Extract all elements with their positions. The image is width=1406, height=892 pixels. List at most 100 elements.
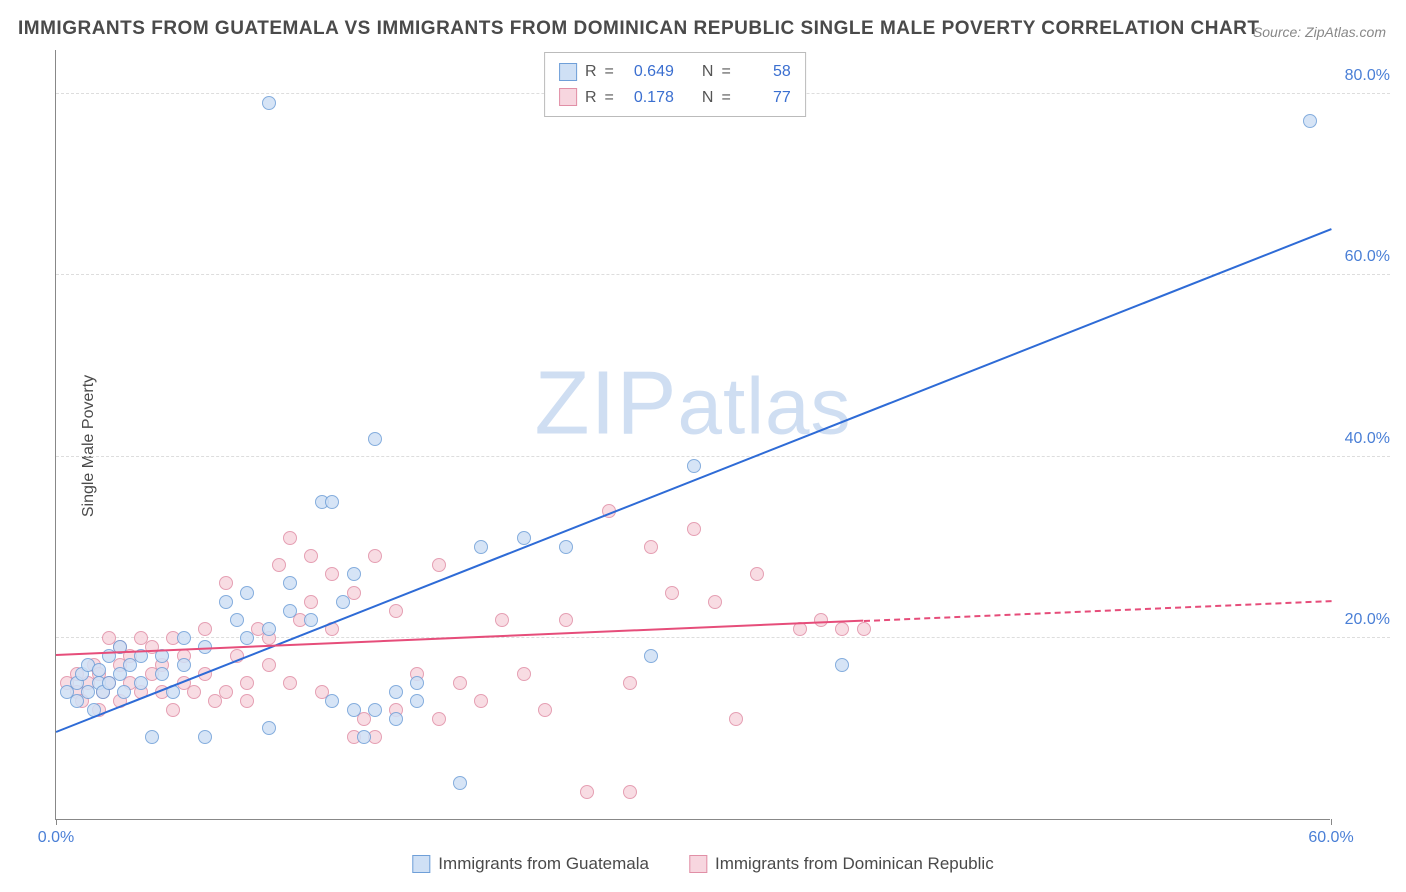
scatter-point [187, 685, 201, 699]
scatter-point [240, 694, 254, 708]
watermark-zip: ZIP [535, 353, 678, 453]
scatter-point [283, 604, 297, 618]
scatter-point [304, 595, 318, 609]
scatter-point [325, 567, 339, 581]
scatter-point [1303, 114, 1317, 128]
gridline [56, 274, 1390, 275]
scatter-point [219, 595, 233, 609]
scatter-point [155, 667, 169, 681]
scatter-point [410, 676, 424, 690]
legend-top-row: R=0.649N=58 [559, 59, 791, 85]
scatter-point [517, 531, 531, 545]
scatter-point [835, 622, 849, 636]
scatter-point [644, 540, 658, 554]
legend-swatch [559, 88, 577, 106]
watermark-atlas: atlas [678, 361, 852, 450]
scatter-point [336, 595, 350, 609]
legend-r-value: 0.178 [622, 85, 674, 111]
x-tick-mark [1331, 819, 1332, 825]
scatter-point [389, 604, 403, 618]
legend-n-label: N [702, 59, 714, 85]
scatter-point [219, 576, 233, 590]
scatter-point [134, 676, 148, 690]
scatter-point [230, 613, 244, 627]
scatter-point [117, 685, 131, 699]
legend-swatch [559, 63, 577, 81]
scatter-point [177, 631, 191, 645]
scatter-point [347, 703, 361, 717]
scatter-point [240, 631, 254, 645]
scatter-point [538, 703, 552, 717]
scatter-point [272, 558, 286, 572]
scatter-point [368, 703, 382, 717]
scatter-point [474, 540, 488, 554]
scatter-point [474, 694, 488, 708]
legend-swatch [412, 855, 430, 873]
source-name: ZipAtlas.com [1305, 24, 1386, 40]
scatter-point [729, 712, 743, 726]
y-tick-label: 20.0% [1345, 611, 1390, 629]
scatter-point [240, 586, 254, 600]
gridline [56, 456, 1390, 457]
scatter-point [410, 694, 424, 708]
trendline [56, 228, 1332, 733]
legend-r-value: 0.649 [622, 59, 674, 85]
y-tick-label: 80.0% [1345, 67, 1390, 85]
scatter-point [389, 685, 403, 699]
scatter-point [198, 730, 212, 744]
equals-sign: = [721, 85, 730, 111]
scatter-point [644, 649, 658, 663]
y-tick-label: 60.0% [1345, 248, 1390, 266]
scatter-point [665, 586, 679, 600]
scatter-point [623, 785, 637, 799]
scatter-point [240, 676, 254, 690]
scatter-point [283, 576, 297, 590]
legend-bottom-label: Immigrants from Guatemala [438, 854, 649, 874]
scatter-point [357, 730, 371, 744]
scatter-point [389, 712, 403, 726]
source-prefix: Source: [1253, 24, 1301, 40]
equals-sign: = [605, 85, 614, 111]
scatter-point [283, 676, 297, 690]
scatter-point [262, 658, 276, 672]
scatter-point [304, 613, 318, 627]
scatter-point [325, 495, 339, 509]
scatter-point [432, 712, 446, 726]
scatter-point [687, 459, 701, 473]
scatter-point [304, 549, 318, 563]
scatter-point [708, 595, 722, 609]
legend-r-label: R [585, 59, 597, 85]
trendline-dashed [863, 600, 1331, 622]
scatter-point [432, 558, 446, 572]
scatter-point [453, 776, 467, 790]
legend-r-label: R [585, 85, 597, 111]
x-tick-mark [56, 819, 57, 825]
scatter-point [198, 622, 212, 636]
gridline [56, 637, 1390, 638]
scatter-point [92, 663, 106, 677]
scatter-point [262, 96, 276, 110]
scatter-point [495, 613, 509, 627]
scatter-point [219, 685, 233, 699]
legend-bottom-item: Immigrants from Guatemala [412, 854, 649, 874]
y-tick-label: 40.0% [1345, 430, 1390, 448]
legend-bottom-item: Immigrants from Dominican Republic [689, 854, 994, 874]
scatter-point [368, 432, 382, 446]
legend-top-row: R=0.178N=77 [559, 85, 791, 111]
legend-swatch [689, 855, 707, 873]
scatter-point [814, 613, 828, 627]
scatter-point [559, 613, 573, 627]
legend-top: R=0.649N=58R=0.178N=77 [544, 52, 806, 117]
scatter-point [623, 676, 637, 690]
plot-area: ZIPatlas 20.0%40.0%60.0%80.0%0.0%60.0% [55, 50, 1330, 820]
scatter-point [283, 531, 297, 545]
equals-sign: = [721, 59, 730, 85]
scatter-point [325, 694, 339, 708]
scatter-point [857, 622, 871, 636]
scatter-point [262, 721, 276, 735]
equals-sign: = [605, 59, 614, 85]
scatter-point [687, 522, 701, 536]
legend-n-value: 77 [739, 85, 791, 111]
scatter-point [368, 549, 382, 563]
scatter-point [835, 658, 849, 672]
